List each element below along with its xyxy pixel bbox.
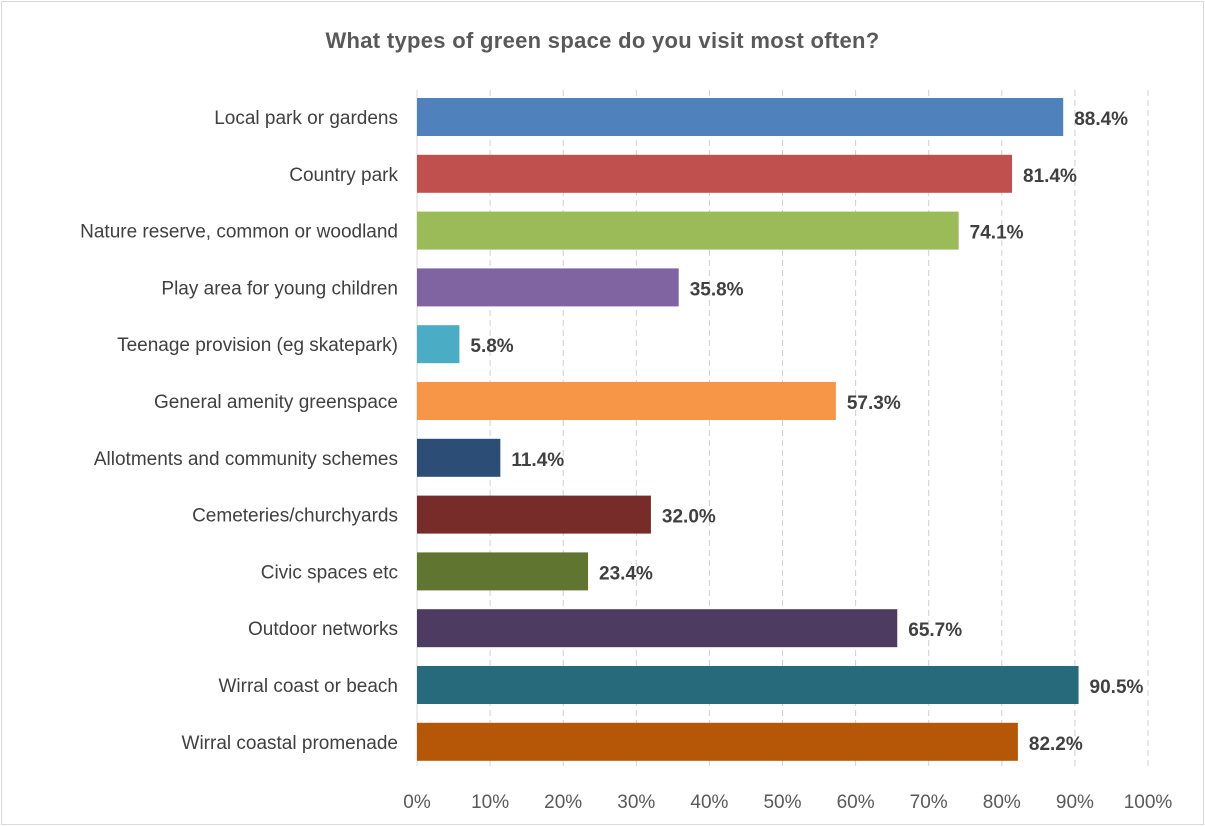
bar [417,154,1013,193]
category-label: Local park or gardens [214,108,398,129]
category-label: Wirral coastal promenade [182,733,398,754]
x-tick-label: 10% [471,792,509,813]
bar [417,552,589,591]
data-label: 5.8% [470,336,513,357]
x-tick-label: 30% [617,792,655,813]
data-label: 82.2% [1029,734,1083,755]
bar [417,495,651,534]
data-label: 90.5% [1090,677,1144,698]
x-tick-label: 20% [544,792,582,813]
category-label: Civic spaces etc [261,562,398,583]
data-label: 57.3% [847,393,901,414]
x-tick-label: 0% [403,792,431,813]
data-label: 11.4% [511,450,564,471]
bar [417,211,959,250]
category-label: General amenity greenspace [154,392,398,413]
category-label: Allotments and community schemes [94,449,398,470]
data-label: 81.4% [1023,166,1077,187]
x-tick-label: 80% [983,792,1021,813]
bar [417,382,836,420]
data-label: 65.7% [908,620,962,641]
bar [417,98,1064,136]
x-tick-label: 40% [690,792,728,813]
x-tick-label: 50% [763,792,801,813]
chart-title: What types of green space do you visit m… [325,28,880,53]
bar [417,722,1018,761]
category-label: Play area for young children [161,278,398,299]
x-tick-label: 60% [837,792,875,813]
category-label: Outdoor networks [248,619,398,640]
data-label: 32.0% [662,507,716,528]
x-tick-label: 70% [910,792,948,813]
data-label: 23.4% [599,563,653,584]
x-tick-label: 100% [1124,792,1173,813]
bar [417,438,501,477]
category-label: Wirral coast or beach [218,676,398,697]
data-label: 35.8% [690,279,744,300]
bar [417,666,1079,704]
category-label: Teenage provision (eg skatepark) [117,335,398,356]
category-label: Nature reserve, common or woodland [80,222,398,243]
bar [417,268,679,307]
data-label: 74.1% [970,223,1024,244]
bar [417,609,898,648]
x-tick-label: 90% [1056,792,1094,813]
bar [417,325,460,364]
data-label: 88.4% [1074,109,1128,130]
category-label: Country park [289,165,398,186]
category-label: Cemeteries/churchyards [192,506,398,527]
